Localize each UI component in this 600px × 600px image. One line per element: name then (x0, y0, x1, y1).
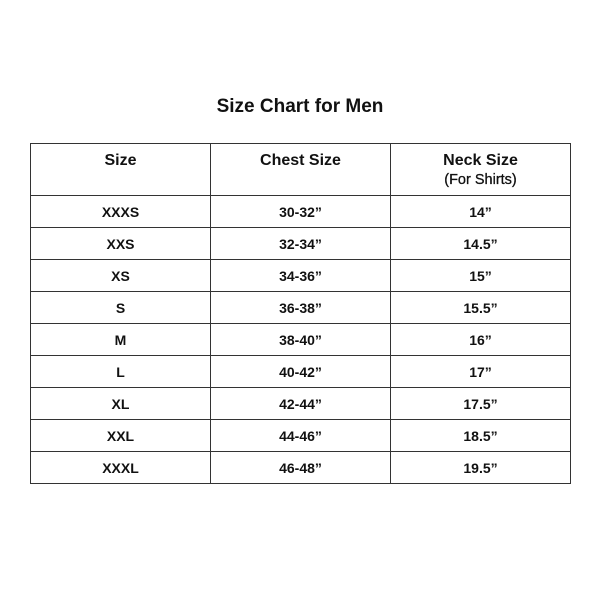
cell-chest: 46-48” (210, 451, 391, 484)
table-row: S 36-38” 15.5” (30, 291, 571, 324)
cell-size: S (30, 291, 211, 324)
cell-neck: 14” (390, 195, 571, 228)
cell-chest: 36-38” (210, 291, 391, 324)
cell-chest: 34-36” (210, 259, 391, 292)
cell-neck: 18.5” (390, 419, 571, 452)
cell-neck: 15” (390, 259, 571, 292)
header-neck-label: Neck Size (443, 152, 518, 169)
cell-size: XL (30, 387, 211, 420)
header-neck-sub: (For Shirts) (444, 172, 517, 188)
cell-size: XS (30, 259, 211, 292)
cell-size: M (30, 323, 211, 356)
cell-size: XXS (30, 227, 211, 260)
header-size: Size (30, 143, 211, 196)
cell-chest: 42-44” (210, 387, 391, 420)
header-chest: Chest Size (210, 143, 391, 196)
header-neck: Neck Size (For Shirts) (390, 143, 571, 196)
table-row: XS 34-36” 15” (30, 259, 571, 292)
cell-neck: 14.5” (390, 227, 571, 260)
table-row: XXXL 46-48” 19.5” (30, 451, 571, 484)
size-chart-table: Size Chest Size Neck Size (For Shirts) X… (30, 143, 571, 484)
cell-neck: 17.5” (390, 387, 571, 420)
table-row: L 40-42” 17” (30, 355, 571, 388)
cell-size: XXXL (30, 451, 211, 484)
table-row: XXS 32-34” 14.5” (30, 227, 571, 260)
cell-chest: 30-32” (210, 195, 391, 228)
cell-size: XXL (30, 419, 211, 452)
table-row: XXXS 30-32” 14” (30, 195, 571, 228)
cell-neck: 19.5” (390, 451, 571, 484)
table-row: XXL 44-46” 18.5” (30, 419, 571, 452)
cell-size: XXXS (30, 195, 211, 228)
page-title: Size Chart for Men (216, 96, 384, 117)
table-row: M 38-40” 16” (30, 323, 571, 356)
cell-chest: 32-34” (210, 227, 391, 260)
cell-chest: 44-46” (210, 419, 391, 452)
cell-neck: 15.5” (390, 291, 571, 324)
cell-chest: 38-40” (210, 323, 391, 356)
cell-neck: 17” (390, 355, 571, 388)
table-row: XL 42-44” 17.5” (30, 387, 571, 420)
header-row: Size Chest Size Neck Size (For Shirts) (30, 143, 571, 196)
cell-size: L (30, 355, 211, 388)
cell-neck: 16” (390, 323, 571, 356)
cell-chest: 40-42” (210, 355, 391, 388)
